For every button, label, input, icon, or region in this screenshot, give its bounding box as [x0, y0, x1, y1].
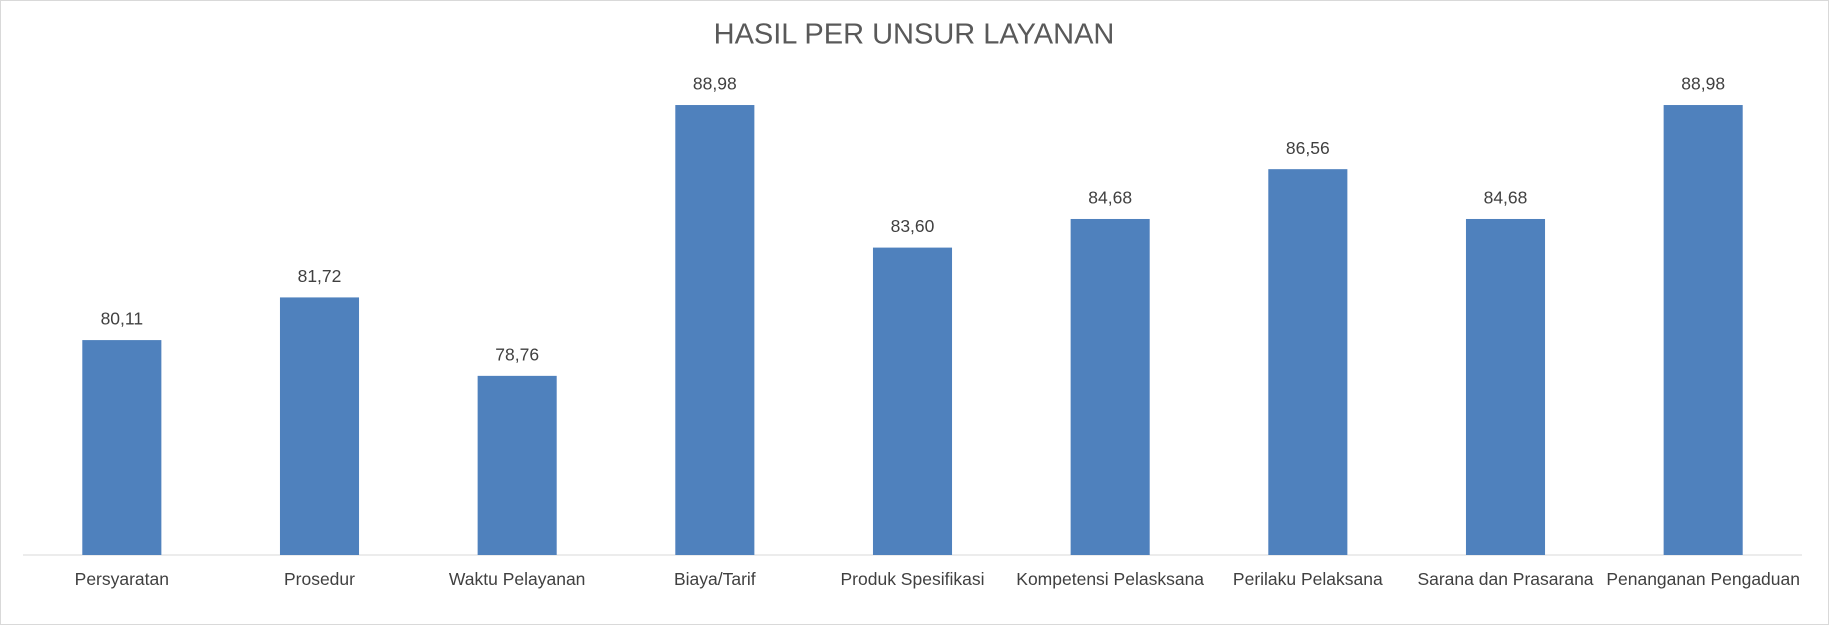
data-label: 81,72	[298, 266, 342, 286]
x-tick-label: Waktu Pelayanan	[448, 569, 586, 589]
bar	[82, 340, 162, 555]
data-label: 84,68	[1088, 188, 1132, 208]
data-label: 83,60	[891, 216, 935, 236]
data-label: 88,98	[693, 74, 737, 94]
bar	[1268, 169, 1348, 555]
bar	[1663, 105, 1743, 555]
data-label: 86,56	[1286, 138, 1330, 158]
bar	[1070, 218, 1150, 556]
data-label: 80,11	[101, 309, 144, 329]
x-tick-label: Produk Spesifikasi	[840, 569, 985, 589]
x-tick-label: Prosedur	[283, 569, 355, 589]
x-tick-label: Persyaratan	[74, 569, 169, 589]
x-tick-label: Kompetensi Pelasksana	[1016, 569, 1205, 589]
x-tick-label: Biaya/Tarif	[673, 569, 756, 589]
bar	[675, 105, 755, 555]
x-tick-label: Perilaku Pelaksana	[1232, 569, 1383, 589]
bar	[477, 375, 557, 555]
data-label: 78,76	[495, 344, 539, 364]
bar	[872, 247, 953, 555]
x-tick-label: Sarana dan Prasarana	[1417, 569, 1594, 589]
x-tick-label: Penanganan Pengaduan	[1606, 569, 1800, 589]
chart-title: HASIL PER UNSUR LAYANAN	[714, 19, 1115, 51]
bar	[279, 297, 360, 555]
bar	[1465, 218, 1546, 556]
data-label: 88,98	[1681, 74, 1725, 94]
data-label: 84,68	[1484, 188, 1528, 208]
